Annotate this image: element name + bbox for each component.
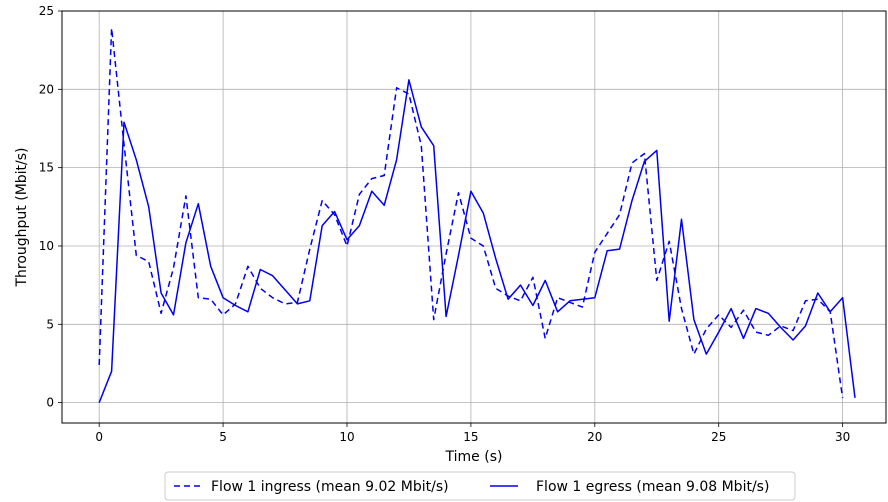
legend-box [164,471,796,501]
y-tick-label: 20 [39,82,54,96]
x-tick-label: 0 [95,430,103,444]
y-tick-label: 25 [39,4,54,18]
egress-series-line [98,79,856,403]
plot-frame [61,10,887,424]
x-tick-label: 15 [463,430,478,444]
x-axis-label: Time (s) [445,449,503,465]
x-tick-label: 10 [339,430,354,444]
y-axis-label: Throughput (Mbit/s) [14,147,30,287]
ingress-series-line [98,27,844,399]
y-tick-label: 0 [46,396,54,410]
x-tick-label: 25 [711,430,726,444]
legend: Flow 1 ingress (mean 9.02 Mbit/s) Flow 1… [164,471,796,501]
ticks: 0 5 10 15 20 25 30 0 5 10 15 20 25 [39,4,851,444]
x-tick-label: 5 [219,430,227,444]
x-tick-label: 30 [835,430,850,444]
x-tick-label: 20 [587,430,602,444]
legend-ingress-label: Flow 1 ingress (mean 9.02 Mbit/s) [211,479,449,495]
y-tick-label: 5 [46,317,54,331]
y-tick-label: 15 [39,161,54,175]
legend-egress-label: Flow 1 egress (mean 9.08 Mbit/s) [536,479,769,495]
y-tick-label: 10 [39,239,54,253]
series-layer [98,27,856,403]
